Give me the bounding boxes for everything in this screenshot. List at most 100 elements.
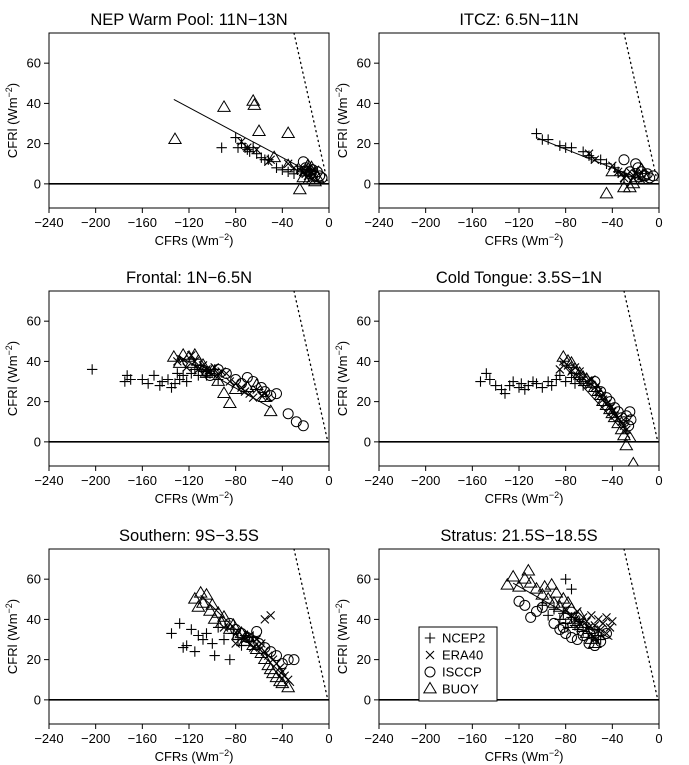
- data-point: [523, 380, 534, 391]
- data-point: [265, 646, 277, 658]
- x-tick-label: −80: [225, 473, 247, 488]
- data-point: [189, 646, 201, 657]
- data-point: [154, 380, 166, 391]
- legend-label: BUOY: [442, 682, 479, 697]
- data-point: [548, 604, 560, 615]
- data-point: [490, 380, 501, 391]
- data-point: [216, 99, 232, 112]
- x-tick-label: −240: [364, 731, 393, 746]
- legend-marker: [424, 666, 436, 678]
- data-point: [591, 628, 606, 640]
- y-tick-label: 0: [364, 176, 371, 191]
- x-tick-label: −160: [128, 473, 157, 488]
- data-point: [602, 629, 611, 638]
- data-point: [224, 654, 236, 665]
- x-tick-label: 0: [325, 473, 332, 488]
- plot-frame: [378, 32, 660, 209]
- data-point: [234, 626, 249, 638]
- data-point: [271, 650, 282, 662]
- y-tick-label: 0: [364, 434, 371, 449]
- data-point: [290, 416, 302, 428]
- data-point: [216, 142, 227, 153]
- data-point: [541, 591, 556, 604]
- data-point: [86, 364, 98, 375]
- x-tick-label: −240: [364, 215, 393, 230]
- data-point: [254, 646, 269, 658]
- x-tick-label: −40: [601, 215, 623, 230]
- x-tick-label: −80: [225, 215, 247, 230]
- data-point: [169, 378, 181, 389]
- data-point: [230, 628, 246, 640]
- data-point: [226, 617, 241, 630]
- reference-line: [623, 291, 659, 443]
- data-point: [636, 168, 651, 181]
- data-point: [172, 368, 183, 379]
- data-point: [255, 382, 267, 394]
- x-axis-label: CFRs (Wm−2): [155, 748, 234, 764]
- legend-marker: [422, 681, 438, 694]
- data-point: [263, 404, 278, 417]
- data-point: [193, 585, 208, 598]
- data-point: [197, 634, 209, 645]
- data-point: [555, 365, 565, 374]
- data-point: [572, 371, 582, 380]
- data-point: [195, 357, 211, 370]
- data-point: [259, 386, 271, 398]
- y-tick-label: 0: [34, 434, 41, 449]
- data-point: [230, 374, 242, 386]
- data-point: [247, 142, 259, 153]
- y-tick-label: 60: [27, 572, 41, 587]
- data-point: [525, 611, 537, 623]
- y-tick-label: 40: [27, 354, 41, 369]
- y-tick-label: 60: [27, 56, 41, 71]
- legend-box: [418, 626, 498, 702]
- data-point: [174, 618, 185, 629]
- data-point: [595, 154, 606, 165]
- data-point: [630, 166, 646, 179]
- x-tick-label: −160: [128, 731, 157, 746]
- x-tick-label: −120: [504, 731, 533, 746]
- data-point: [554, 370, 566, 381]
- data-point: [542, 134, 554, 145]
- data-point: [572, 607, 587, 620]
- data-point: [618, 154, 630, 166]
- legend-label: NCEP2: [442, 631, 485, 646]
- series-buoy: [166, 347, 278, 417]
- chart-panel-5: Southern: 9S−3.5S −240 −200 −160 −120 −80 −40 0…: [4, 527, 333, 764]
- data-point: [271, 388, 282, 400]
- data-point: [166, 349, 181, 362]
- y-tick-label: 20: [357, 394, 371, 409]
- y-tick-label: 0: [34, 692, 41, 707]
- x-tick-label: −80: [225, 731, 247, 746]
- data-point: [119, 376, 131, 387]
- data-point: [542, 610, 554, 621]
- data-point: [156, 376, 168, 387]
- plot-frame: [48, 32, 330, 209]
- data-point: [511, 579, 527, 592]
- legend: NCEP2 ERA40 ISCCP BUOY: [418, 626, 498, 702]
- data-point: [187, 347, 202, 360]
- data-point: [579, 372, 594, 384]
- data-point: [523, 575, 538, 588]
- data-point: [222, 396, 237, 409]
- reference-line: [293, 291, 329, 443]
- data-point: [181, 640, 192, 651]
- data-point: [566, 632, 577, 644]
- data-point: [212, 374, 224, 385]
- x-tick-label: −240: [34, 731, 63, 746]
- data-point: [176, 347, 191, 360]
- data-point: [557, 621, 569, 633]
- x-tick-label: −200: [411, 215, 440, 230]
- data-point: [560, 353, 576, 366]
- x-tick-label: −160: [128, 215, 157, 230]
- x-tick-label: −240: [34, 215, 63, 230]
- reference-line: [623, 33, 659, 185]
- data-point: [222, 621, 237, 634]
- data-point: [500, 577, 515, 590]
- x-tick-label: −120: [504, 215, 533, 230]
- data-point: [571, 634, 583, 646]
- plot-frame: [48, 290, 330, 467]
- data-point: [221, 369, 231, 378]
- data-point: [276, 658, 288, 670]
- x-tick-label: 0: [325, 215, 332, 230]
